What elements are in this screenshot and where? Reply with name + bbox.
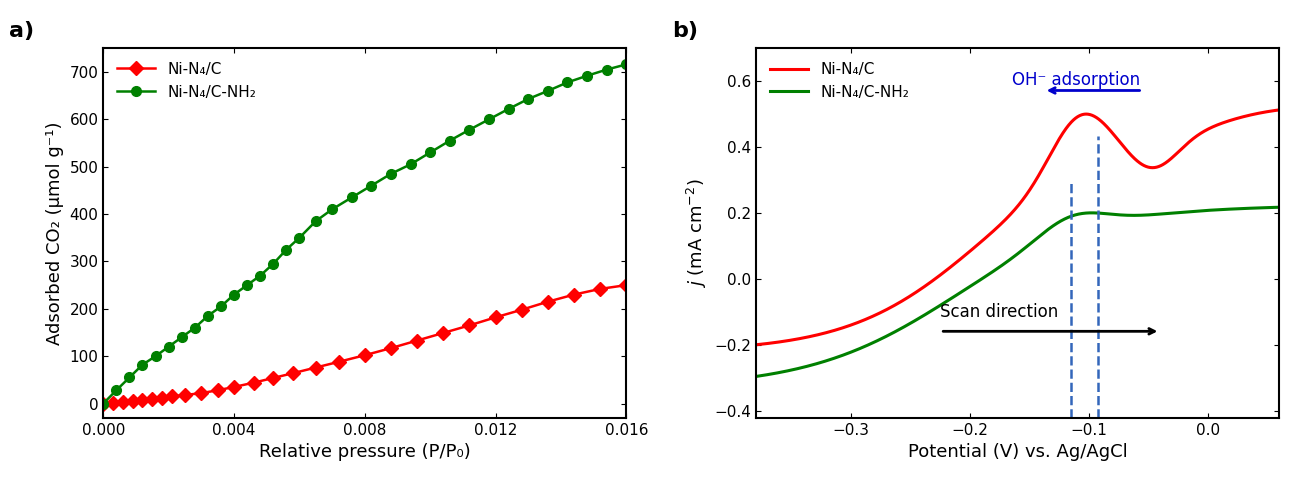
Ni-N₄/C — [959, 250, 975, 256]
Text: Scan direction: Scan direction — [940, 303, 1058, 321]
Ni-N₄/C — [619, 282, 634, 288]
Ni-N₄/C-NH₂ — [122, 375, 138, 380]
Line: Ni-N₄/C-NH₂: Ni-N₄/C-NH₂ — [99, 59, 632, 408]
Ni-N₄/C-NH₂ — [135, 362, 151, 368]
Ni-N₄/C-NH₂ — [619, 62, 634, 67]
Text: a): a) — [9, 21, 34, 41]
Ni-N₄/C-NH₂ — [1156, 211, 1171, 216]
Ni-N₄/C — [265, 375, 281, 381]
Ni-N₄/C — [1108, 134, 1123, 139]
Ni-N₄/C-NH₂ — [462, 127, 477, 133]
Ni-N₄/C — [488, 314, 503, 320]
Ni-N₄/C-NH₂ — [108, 388, 124, 393]
Legend: Ni-N₄/C, Ni-N₄/C-NH₂: Ni-N₄/C, Ni-N₄/C-NH₂ — [111, 56, 263, 106]
Ni-N₄/C-NH₂ — [187, 325, 203, 331]
Ni-N₄/C — [979, 234, 994, 240]
Ni-N₄/C-NH₂ — [560, 80, 576, 85]
Ni-N₄/C — [567, 292, 582, 297]
Ni-N₄/C-NH₂ — [95, 401, 110, 406]
Ni-N₄/C — [1156, 161, 1171, 167]
Ni-N₄/C-NH₂ — [442, 138, 458, 144]
Ni-N₄/C — [802, 334, 818, 339]
Ni-N₄/C-NH₂ — [979, 273, 994, 279]
Ni-N₄/C — [105, 400, 121, 405]
Ni-N₄/C-NH₂ — [802, 363, 818, 369]
Ni-N₄/C — [410, 338, 425, 344]
Ni-N₄/C-NH₂ — [252, 273, 268, 279]
Ni-N₄/C-NH₂ — [1271, 204, 1287, 210]
Ni-N₄/C — [436, 330, 451, 336]
Ni-N₄/C-NH₂ — [239, 282, 255, 288]
Ni-N₄/C-NH₂ — [403, 161, 419, 167]
Ni-N₄/C — [593, 286, 608, 292]
X-axis label: Relative pressure (P/P₀): Relative pressure (P/P₀) — [259, 443, 471, 461]
Ni-N₄/C — [749, 342, 764, 348]
Ni-N₄/C — [246, 380, 261, 386]
Ni-N₄/C — [384, 345, 399, 351]
Y-axis label: Adsorbed CO₂ (μmol g⁻¹): Adsorbed CO₂ (μmol g⁻¹) — [46, 121, 64, 345]
Legend: Ni-N₄/C, Ni-N₄/C-NH₂: Ni-N₄/C, Ni-N₄/C-NH₂ — [763, 56, 915, 106]
Ni-N₄/C — [1166, 154, 1182, 160]
Line: Ni-N₄/C-NH₂: Ni-N₄/C-NH₂ — [757, 207, 1279, 376]
Ni-N₄/C — [135, 397, 151, 402]
Ni-N₄/C-NH₂ — [291, 235, 307, 241]
Ni-N₄/C-NH₂ — [226, 292, 242, 297]
Y-axis label: $j$ (mA cm$^{-2}$): $j$ (mA cm$^{-2}$) — [685, 178, 708, 288]
Ni-N₄/C-NH₂ — [324, 206, 339, 212]
Ni-N₄/C — [209, 388, 225, 393]
Ni-N₄/C — [95, 401, 110, 406]
Ni-N₄/C-NH₂ — [384, 171, 399, 177]
Ni-N₄/C-NH₂ — [540, 88, 555, 94]
Ni-N₄/C — [144, 396, 160, 402]
Ni-N₄/C-NH₂ — [749, 374, 764, 379]
Ni-N₄/C-NH₂ — [1166, 210, 1182, 216]
Ni-N₄/C — [462, 322, 477, 328]
Ni-N₄/C — [308, 365, 324, 371]
Ni-N₄/C — [1271, 107, 1287, 113]
Ni-N₄/C-NH₂ — [278, 247, 294, 253]
Ni-N₄/C — [177, 392, 192, 398]
Ni-N₄/C-NH₂ — [174, 335, 190, 340]
Ni-N₄/C — [285, 370, 300, 376]
Ni-N₄/C — [125, 398, 140, 403]
Ni-N₄/C-NH₂ — [959, 285, 975, 291]
Ni-N₄/C-NH₂ — [599, 67, 615, 72]
Ni-N₄/C-NH₂ — [481, 117, 497, 122]
Ni-N₄/C-NH₂ — [265, 261, 281, 267]
Ni-N₄/C — [155, 395, 170, 401]
Ni-N₄/C — [116, 399, 131, 404]
Ni-N₄/C — [226, 384, 242, 390]
Ni-N₄/C-NH₂ — [308, 218, 324, 224]
Ni-N₄/C-NH₂ — [500, 106, 516, 112]
Ni-N₄/C — [332, 359, 347, 365]
Ni-N₄/C-NH₂ — [200, 313, 216, 319]
Ni-N₄/C-NH₂ — [364, 183, 380, 188]
Ni-N₄/C-NH₂ — [148, 353, 164, 359]
Ni-N₄/C-NH₂ — [1108, 212, 1123, 217]
Ni-N₄/C-NH₂ — [520, 96, 536, 102]
Ni-N₄/C-NH₂ — [422, 149, 438, 155]
Ni-N₄/C-NH₂ — [580, 73, 595, 79]
Ni-N₄/C — [514, 307, 529, 313]
Ni-N₄/C — [164, 393, 179, 399]
Line: Ni-N₄/C: Ni-N₄/C — [99, 280, 632, 408]
Ni-N₄/C-NH₂ — [344, 195, 360, 201]
Ni-N₄/C-NH₂ — [213, 304, 229, 309]
X-axis label: Potential (V) vs. Ag/AgCl: Potential (V) vs. Ag/AgCl — [907, 443, 1127, 461]
Ni-N₄/C — [194, 390, 209, 396]
Text: OH⁻ adsorption: OH⁻ adsorption — [1011, 70, 1140, 89]
Text: b): b) — [672, 21, 698, 41]
Ni-N₄/C — [540, 299, 555, 305]
Ni-N₄/C-NH₂ — [161, 344, 177, 349]
Ni-N₄/C — [358, 352, 373, 358]
Line: Ni-N₄/C: Ni-N₄/C — [757, 110, 1279, 345]
